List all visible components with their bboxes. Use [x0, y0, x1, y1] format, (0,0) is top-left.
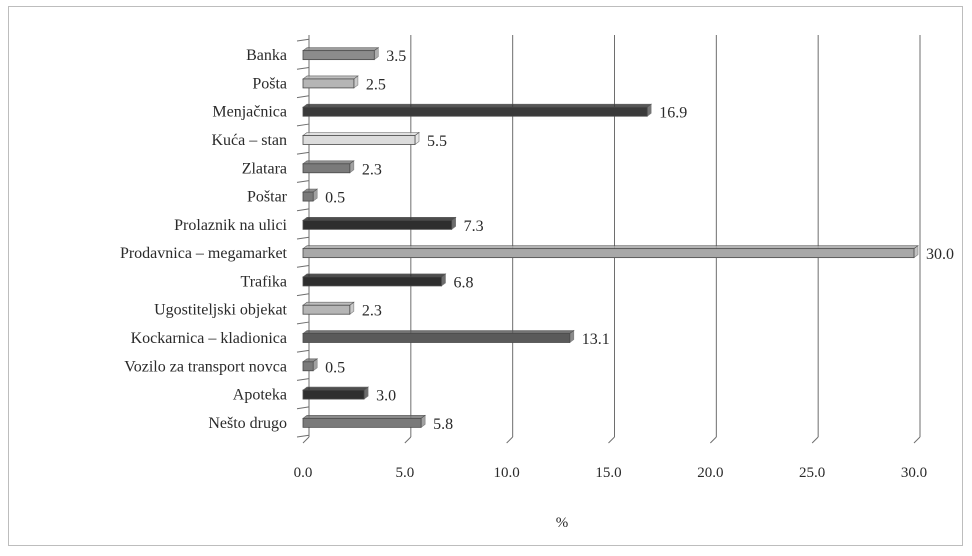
x-tick-label: 20.0	[697, 465, 723, 481]
gridline-foot	[608, 436, 615, 444]
value-label: 7.3	[464, 218, 484, 235]
category-label: Ugostiteljski objekat	[154, 302, 287, 319]
x-tick-label: 15.0	[595, 465, 621, 481]
bars	[302, 47, 919, 428]
y-tick-mark	[296, 236, 310, 240]
value-label: 16.9	[659, 105, 687, 122]
category-label: Prodavnica – megamarket	[120, 245, 288, 262]
y-tick-mark	[296, 208, 310, 212]
bar	[302, 131, 420, 146]
bar	[302, 301, 355, 315]
bar	[302, 386, 370, 400]
category-label: Vozilo za transport novca	[124, 358, 287, 375]
x-tick-label: 30.0	[901, 465, 927, 481]
value-label: 0.5	[325, 190, 345, 207]
x-tick-label: 25.0	[799, 465, 825, 481]
y-tick-mark	[296, 95, 310, 99]
y-tick-mark	[296, 378, 310, 381]
category-label: Banka	[246, 47, 287, 64]
value-label: 5.5	[427, 133, 447, 150]
bar	[302, 216, 457, 230]
value-label: 30.0	[926, 246, 954, 263]
y-tick-mark	[296, 293, 310, 297]
y-tick-mark	[296, 321, 310, 325]
bar	[302, 245, 919, 259]
value-label: 2.3	[362, 161, 382, 178]
bar-chart: Banka Pošta Menjačnica Kuća – stan Zlatara Po…	[120, 35, 954, 531]
category-label: Kuća – stan	[211, 132, 287, 149]
category-label: Kockarnica – kladionica	[131, 330, 287, 347]
x-tick-label: 0.0	[294, 465, 313, 481]
gridline-foot	[913, 436, 921, 444]
category-label: Poštar	[247, 189, 288, 206]
y-tick-mark	[296, 180, 310, 183]
value-label: 0.5	[325, 359, 345, 376]
y-axis-foot	[302, 436, 310, 444]
bar	[302, 188, 319, 202]
bar	[302, 329, 575, 344]
category-label: Menjačnica	[212, 104, 287, 121]
gridline-foot	[709, 436, 717, 444]
y-tick-mark	[296, 406, 310, 410]
chart-frame: Banka Pošta Menjačnica Kuća – stan Zlatara Po…	[8, 6, 963, 546]
y-tick-mark	[296, 66, 310, 70]
x-tick-label: 10.0	[494, 465, 520, 481]
y-tick-mark	[296, 264, 310, 268]
gridline-foot	[404, 436, 412, 444]
y-tick-mark	[296, 123, 310, 127]
category-label: Nešto drugo	[208, 415, 287, 432]
value-label: 6.8	[453, 274, 473, 291]
x-tick-labels: 0.0 5.0 10.0 15.0 20.0 25.0 30.0	[294, 465, 928, 481]
gridlines	[404, 35, 921, 444]
bar	[302, 414, 427, 428]
bar	[302, 358, 319, 372]
category-label: Pošta	[252, 75, 287, 92]
category-labels: Banka Pošta Menjačnica Kuća – stan Zlatara Po…	[120, 47, 288, 432]
value-label: 3.5	[386, 48, 406, 65]
y-tick-mark	[296, 38, 310, 42]
gridline-foot	[811, 436, 819, 444]
value-label: 2.5	[366, 76, 386, 93]
y-tick-mark	[296, 349, 310, 353]
category-label: Prolaznik na ulici	[174, 217, 287, 234]
category-label: Zlatara	[242, 160, 287, 177]
category-label: Trafika	[240, 273, 287, 290]
bar	[302, 75, 359, 89]
category-label: Apoteka	[233, 387, 287, 404]
bar	[302, 103, 653, 117]
gridline-foot	[506, 436, 514, 444]
bar	[302, 160, 355, 174]
x-axis-title: %	[556, 515, 569, 531]
y-tick-mark	[296, 434, 310, 438]
value-label: 13.1	[582, 331, 610, 348]
bar	[302, 47, 380, 61]
category-axis	[296, 35, 310, 444]
bar	[302, 273, 447, 287]
value-label: 2.3	[362, 303, 382, 320]
value-label: 5.8	[433, 416, 453, 433]
y-tick-mark	[296, 151, 310, 155]
value-label: 3.0	[376, 388, 396, 405]
value-labels: 3.52.5 16.9 5.5 2.3 0.5 7.3 30.0 6.8 2.3 13.1 0.5 3…	[325, 48, 954, 433]
x-tick-label: 5.0	[395, 465, 414, 481]
